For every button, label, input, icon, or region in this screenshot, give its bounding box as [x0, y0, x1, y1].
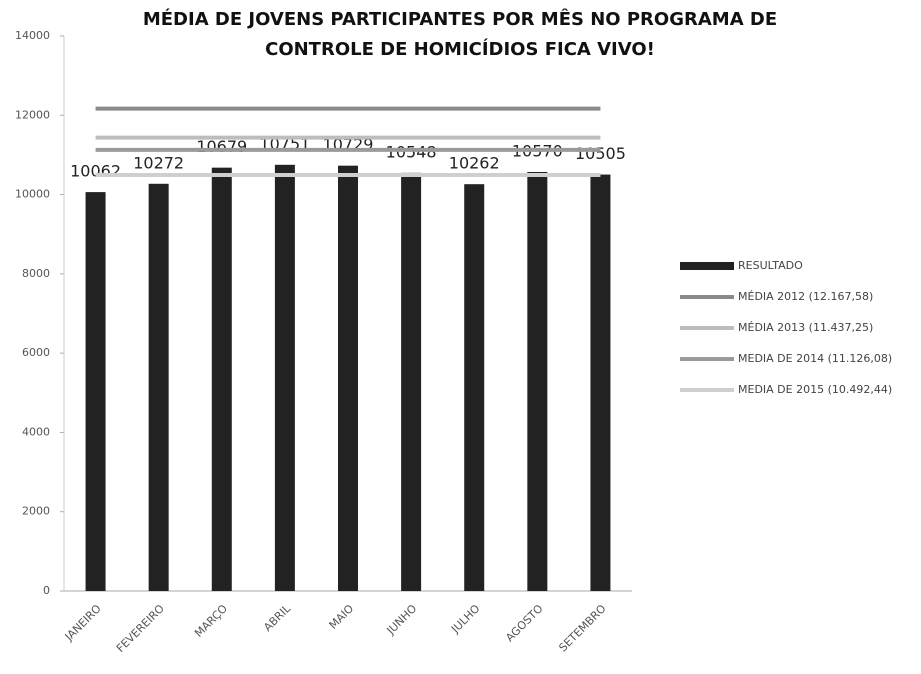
x-tick-label: ABRIL [261, 601, 293, 633]
bar [338, 165, 358, 591]
legend-label: RESULTADO [738, 259, 803, 272]
x-tick-label: MARÇO [192, 602, 230, 640]
legend-label: MEDIA DE 2014 (11.126,08) [738, 352, 892, 365]
bar [527, 171, 548, 591]
x-tick-label: MAIO [327, 602, 357, 632]
legend-label: MÉDIA 2012 (12.167,58) [738, 290, 873, 303]
y-tick-label: 4000 [22, 425, 50, 438]
bar [148, 183, 169, 591]
data-label: 10062 [70, 162, 121, 181]
x-tick-label: SETEMBRO [556, 602, 609, 655]
y-tick-label: 2000 [22, 505, 50, 518]
x-tick-label: AGOSTO [503, 602, 546, 645]
bar [590, 174, 611, 591]
legend-swatch [680, 262, 734, 270]
data-label: 10272 [133, 153, 184, 172]
y-tick-label: 12000 [15, 108, 50, 121]
legend-label: MÉDIA 2013 (11.437,25) [738, 321, 873, 334]
y-tick-label: 8000 [22, 267, 50, 280]
x-tick-label: JUNHO [384, 602, 420, 638]
chart-title: CONTROLE DE HOMICÍDIOS FICA VIVO! [265, 38, 655, 60]
bar [401, 172, 422, 591]
y-tick-label: 6000 [22, 346, 50, 359]
y-tick-label: 14000 [15, 29, 50, 42]
bar [85, 192, 106, 591]
x-tick-label: FEVEREIRO [114, 602, 167, 655]
legend-label: MEDIA DE 2015 (10.492,44) [738, 383, 892, 396]
data-label: 10505 [575, 144, 626, 163]
y-tick-label: 0 [43, 584, 50, 597]
x-tick-label: JANEIRO [62, 602, 104, 644]
chart-title: MÉDIA DE JOVENS PARTICIPANTES POR MÊS NO… [143, 8, 777, 30]
bar [274, 164, 295, 592]
data-label: 10262 [449, 154, 500, 173]
x-tick-label: JULHO [448, 602, 482, 636]
data-label: 10679 [196, 137, 247, 156]
bar [211, 167, 232, 591]
bar [464, 184, 485, 591]
y-tick-label: 10000 [15, 188, 50, 201]
